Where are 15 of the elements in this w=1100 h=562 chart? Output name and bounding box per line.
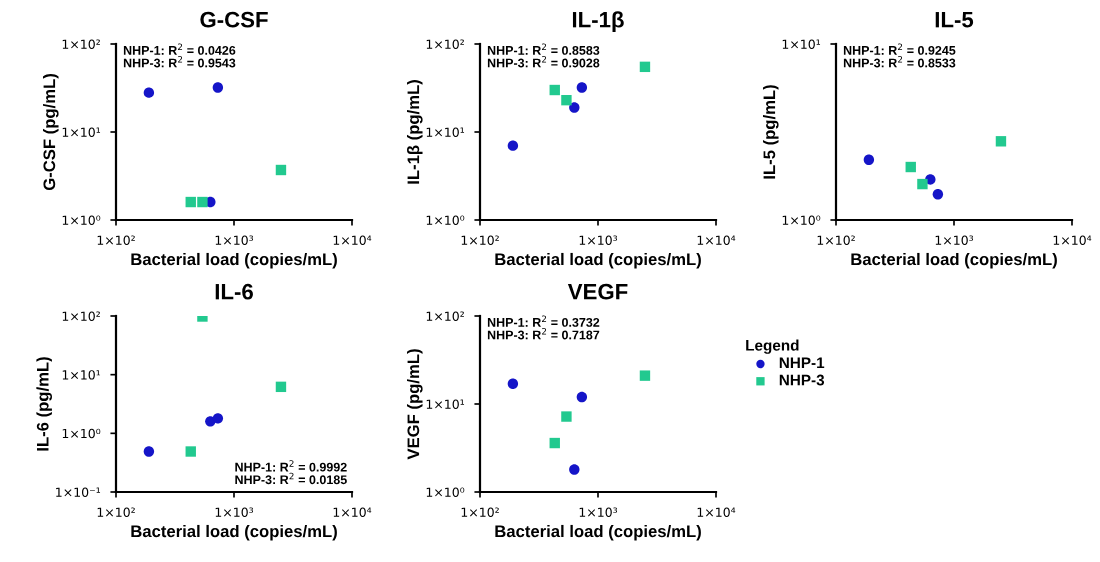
chart-title: IL-1β [572,11,624,32]
x-axis-title: Bacterial load (copies/mL) [495,524,701,541]
x-axis-title: Bacterial load (copies/mL) [131,252,337,269]
chart-title: VEGF [567,283,628,300]
chart-title: IL-6 [215,283,253,300]
y-axis-title: VEGF (pg/mL) [406,349,423,460]
chart-title: IL-5 [935,12,974,28]
y-axis-title: IL-6 (pg/mL) [36,357,52,451]
y-axis-title: IL-5 (pg/mL) [762,85,779,179]
x-axis-title: Bacterial load (copies/mL) [495,252,701,269]
y-axis-title: G-CSF (pg/mL) [42,74,59,191]
y-axis-title: IL-1β (pg/mL) [406,80,423,184]
x-axis-title: Bacterial load (copies/mL) [131,524,337,541]
x-axis-title: Bacterial load (copies/mL) [851,252,1057,269]
chart-title: G-CSF [200,11,268,28]
